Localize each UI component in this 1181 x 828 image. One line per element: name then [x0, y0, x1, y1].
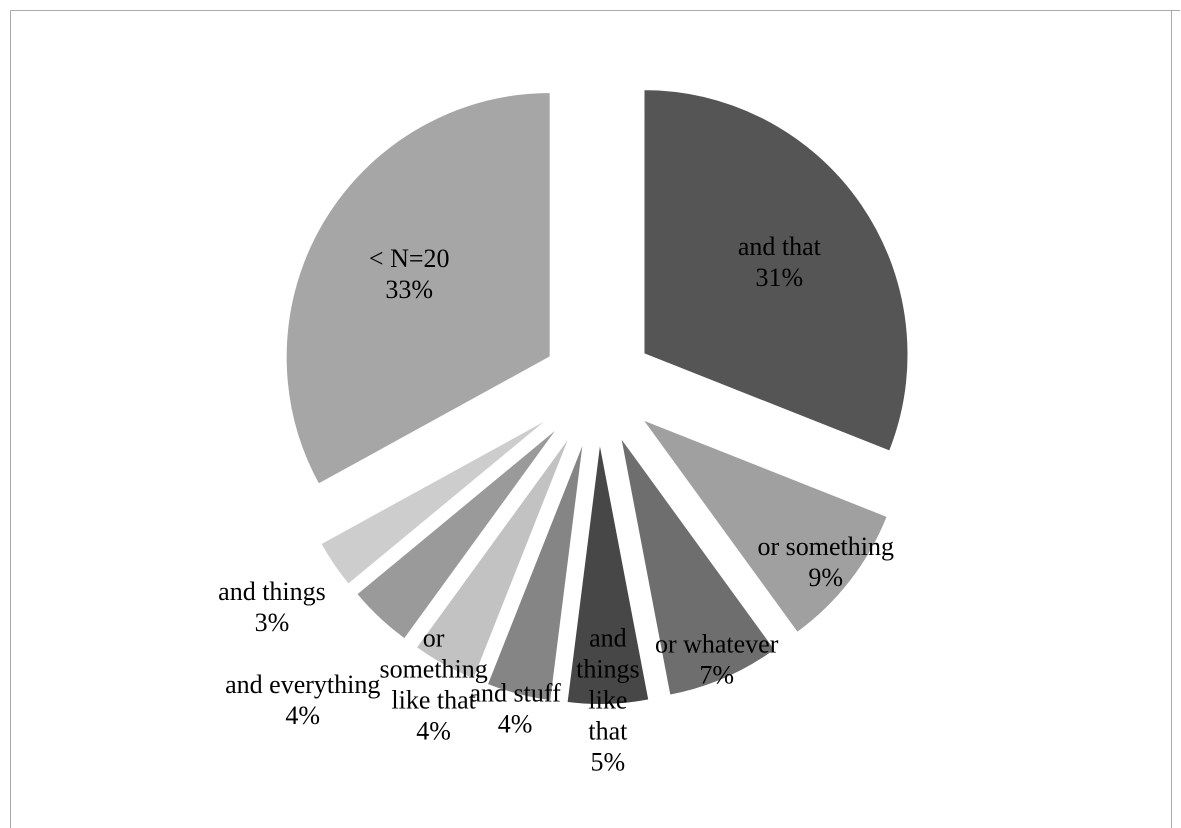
slice-label-line: 4%: [498, 709, 533, 738]
pie-slice-1: [642, 88, 910, 453]
slice-label-line: like: [588, 686, 627, 715]
slice-label-5: and stuff 4%: [470, 678, 562, 738]
slice-label-2: or something 9%: [757, 532, 894, 592]
pie-slice-7: [354, 424, 562, 641]
slice-label-9: < N=20 33%: [369, 244, 450, 304]
pie-slice-9: [284, 91, 552, 487]
slice-label-3: or whatever 7%: [655, 630, 779, 690]
slice-label-line: 7%: [699, 661, 734, 690]
slice-label-line: and: [589, 624, 627, 653]
slice-label-line: 4%: [416, 716, 451, 745]
slice-label-line: 31%: [756, 263, 804, 292]
slice-label-line: and things: [218, 577, 326, 606]
slice-label-4: and things like that 5%: [576, 624, 640, 777]
pie-slice-5: [485, 437, 586, 703]
slice-label-1: and that 31%: [738, 232, 822, 292]
pie-slice-8: [318, 415, 554, 587]
slice-label-6: or something like that 4%: [379, 623, 487, 745]
slice-label-line: or whatever: [655, 630, 779, 659]
pie-slice-2: [638, 416, 890, 635]
slice-label-line: or: [423, 623, 445, 652]
slice-label-line: like that: [391, 685, 476, 714]
slice-label-line: or something: [757, 532, 894, 561]
slice-label-line: that: [588, 717, 628, 746]
slice-label-line: 5%: [591, 748, 626, 777]
slice-label-line: and that: [738, 232, 822, 261]
slice-label-line: and everything: [225, 670, 380, 699]
slice-label-7: and everything 4%: [225, 670, 380, 730]
slice-label-line: 9%: [808, 563, 843, 592]
slice-label-line: 4%: [285, 701, 320, 730]
slice-label-8: and things 3%: [218, 577, 326, 637]
slice-label-line: < N=20: [369, 244, 450, 273]
slice-label-line: and stuff: [470, 678, 562, 707]
slice-label-line: 33%: [385, 275, 433, 304]
pie-slice-3: [618, 434, 778, 697]
pie-slice-4: [565, 439, 651, 706]
pie-slice-6: [414, 432, 573, 681]
slice-label-line: things: [576, 655, 640, 684]
slice-label-line: 3%: [255, 608, 290, 637]
slice-label-line: something: [379, 654, 487, 683]
